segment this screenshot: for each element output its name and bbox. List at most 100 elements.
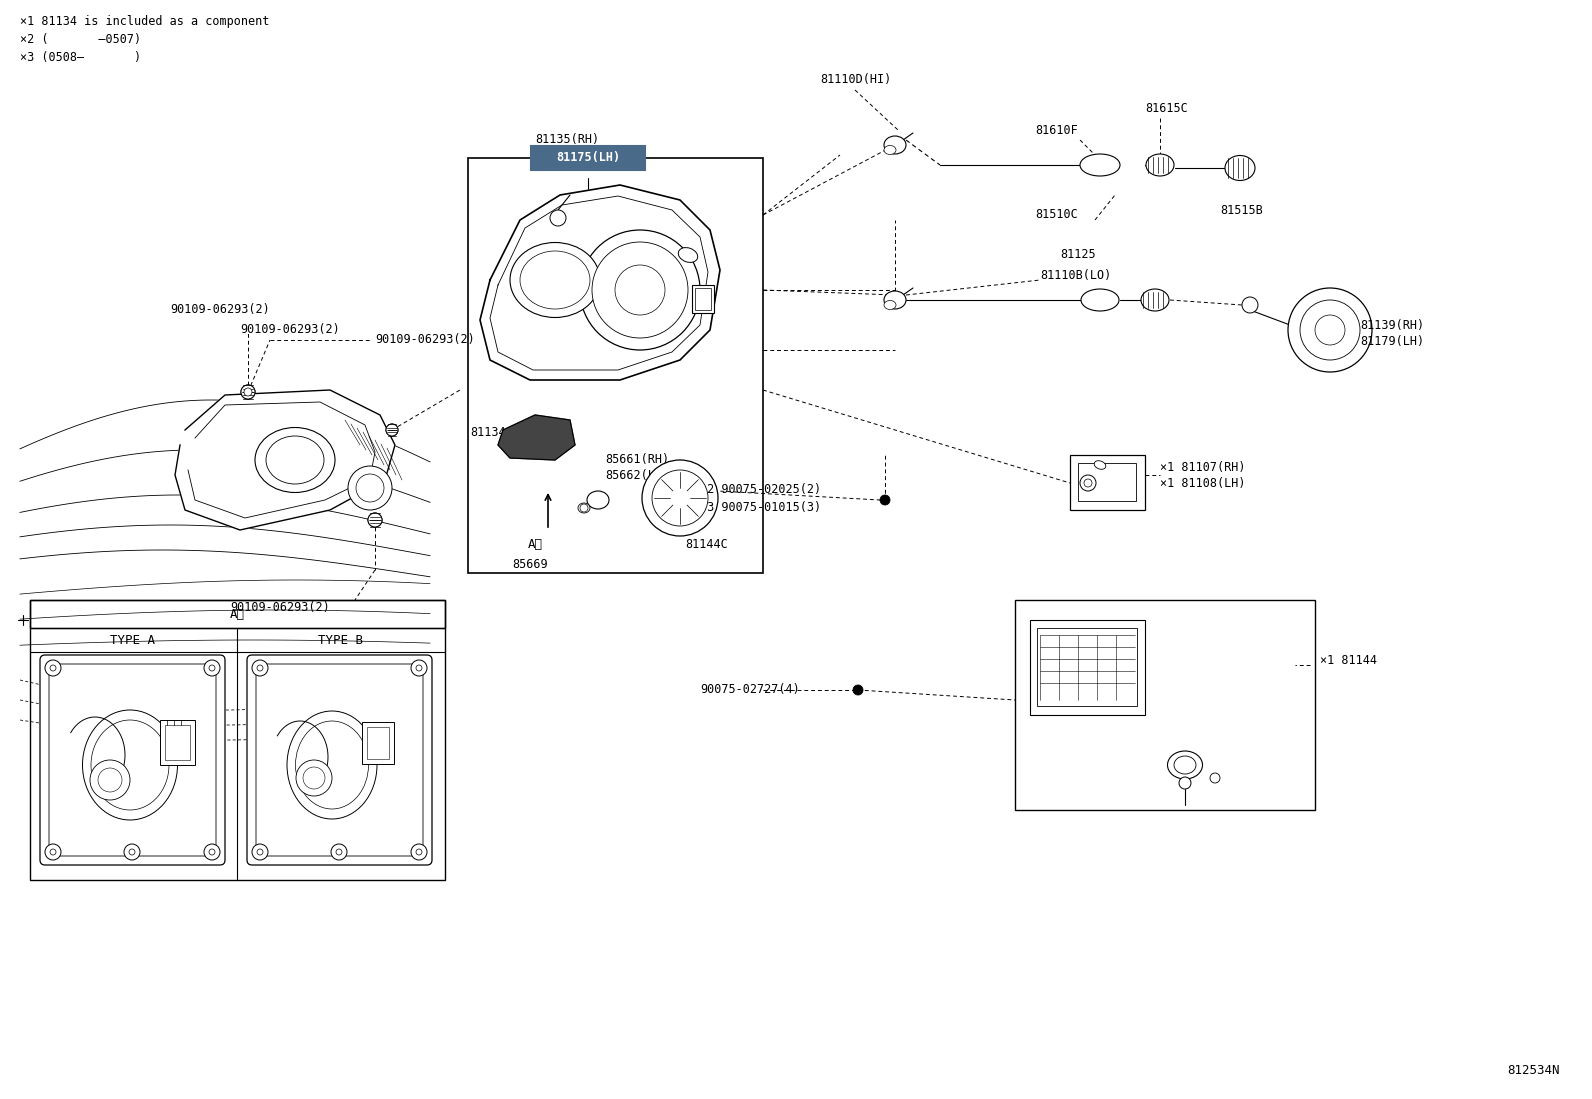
- Ellipse shape: [578, 503, 591, 513]
- Text: ×2 (       ‒0507): ×2 ( ‒0507): [21, 33, 142, 46]
- Circle shape: [256, 665, 263, 671]
- Text: 90075-02727(4): 90075-02727(4): [700, 684, 799, 697]
- Text: ×1 81107(RH): ×1 81107(RH): [1161, 460, 1245, 474]
- Circle shape: [653, 470, 708, 526]
- Text: 81510C: 81510C: [1035, 209, 1078, 222]
- Text: 85669: 85669: [513, 558, 548, 571]
- Circle shape: [209, 850, 215, 855]
- Text: 812534N: 812534N: [1508, 1064, 1560, 1077]
- Bar: [361, 722, 393, 764]
- Circle shape: [209, 665, 215, 671]
- Text: A視: A視: [229, 608, 245, 621]
- Ellipse shape: [1224, 155, 1254, 180]
- Ellipse shape: [1079, 154, 1121, 176]
- Circle shape: [99, 768, 123, 792]
- Ellipse shape: [884, 291, 906, 309]
- Ellipse shape: [678, 247, 697, 263]
- Bar: [468, 158, 763, 573]
- Circle shape: [296, 761, 333, 796]
- Ellipse shape: [287, 711, 377, 819]
- Ellipse shape: [884, 145, 896, 155]
- Text: 90109-06293(2): 90109-06293(2): [170, 303, 269, 317]
- Text: 81139(RH): 81139(RH): [1360, 319, 1425, 332]
- Circle shape: [204, 844, 220, 861]
- Circle shape: [45, 844, 60, 861]
- Ellipse shape: [83, 710, 177, 820]
- Bar: [696, 288, 712, 310]
- Text: 81610F: 81610F: [1035, 123, 1078, 136]
- Circle shape: [129, 850, 135, 855]
- Bar: [368, 728, 388, 759]
- Circle shape: [49, 850, 56, 855]
- Circle shape: [416, 665, 422, 671]
- Circle shape: [302, 767, 325, 789]
- Circle shape: [252, 844, 267, 861]
- Ellipse shape: [884, 300, 896, 310]
- Circle shape: [1084, 479, 1092, 487]
- Circle shape: [124, 844, 140, 861]
- Text: 90109-06293(2): 90109-06293(2): [376, 333, 474, 346]
- FancyBboxPatch shape: [247, 655, 431, 865]
- Bar: [1070, 455, 1145, 510]
- Circle shape: [880, 495, 890, 506]
- Bar: [1078, 463, 1137, 501]
- Bar: [1016, 600, 1315, 810]
- Circle shape: [1210, 773, 1219, 782]
- Circle shape: [1301, 300, 1360, 360]
- Circle shape: [357, 474, 384, 502]
- Circle shape: [411, 660, 427, 676]
- Circle shape: [416, 850, 422, 855]
- Text: 81134: 81134: [470, 425, 506, 439]
- Circle shape: [642, 460, 718, 536]
- Polygon shape: [498, 415, 575, 460]
- Bar: [30, 600, 446, 880]
- Circle shape: [49, 665, 56, 671]
- Ellipse shape: [884, 136, 906, 154]
- Ellipse shape: [1081, 289, 1119, 311]
- Circle shape: [256, 850, 263, 855]
- Circle shape: [385, 424, 398, 436]
- Text: ×2 90075-02025(2): ×2 90075-02025(2): [700, 484, 821, 497]
- Circle shape: [252, 660, 267, 676]
- Circle shape: [204, 660, 220, 676]
- Text: ×1 81108(LH): ×1 81108(LH): [1161, 477, 1245, 490]
- Circle shape: [579, 230, 700, 349]
- Circle shape: [240, 385, 255, 399]
- Circle shape: [244, 388, 252, 396]
- Text: 81179(LH): 81179(LH): [1360, 335, 1425, 348]
- Bar: [1030, 620, 1145, 715]
- Ellipse shape: [1094, 460, 1106, 469]
- Text: 81144C: 81144C: [685, 539, 728, 552]
- FancyBboxPatch shape: [532, 146, 645, 170]
- Bar: [693, 285, 713, 313]
- Text: 85662(LH): 85662(LH): [605, 468, 669, 481]
- Circle shape: [592, 242, 688, 338]
- Ellipse shape: [266, 436, 325, 484]
- Circle shape: [349, 466, 392, 510]
- Ellipse shape: [296, 721, 368, 809]
- Ellipse shape: [1173, 756, 1196, 774]
- Ellipse shape: [521, 251, 591, 309]
- Polygon shape: [481, 185, 720, 380]
- Ellipse shape: [587, 491, 610, 509]
- Text: 90109-06293(2): 90109-06293(2): [240, 323, 341, 336]
- Text: 81125: 81125: [1060, 248, 1095, 262]
- Circle shape: [368, 513, 382, 528]
- Text: TYPE B: TYPE B: [318, 633, 363, 646]
- Bar: [166, 725, 189, 761]
- Text: A視: A視: [527, 539, 543, 552]
- Circle shape: [1242, 297, 1258, 313]
- Ellipse shape: [509, 243, 600, 318]
- Circle shape: [45, 660, 60, 676]
- FancyBboxPatch shape: [49, 664, 217, 856]
- Circle shape: [385, 424, 398, 436]
- Circle shape: [240, 385, 255, 399]
- Ellipse shape: [1141, 289, 1169, 311]
- FancyBboxPatch shape: [40, 655, 224, 865]
- Bar: [161, 720, 194, 765]
- Polygon shape: [175, 390, 395, 530]
- Text: ×3 (0508–       ): ×3 (0508– ): [21, 52, 142, 65]
- Text: 81110B(LO): 81110B(LO): [1040, 268, 1111, 281]
- Circle shape: [411, 844, 427, 861]
- Circle shape: [579, 504, 587, 512]
